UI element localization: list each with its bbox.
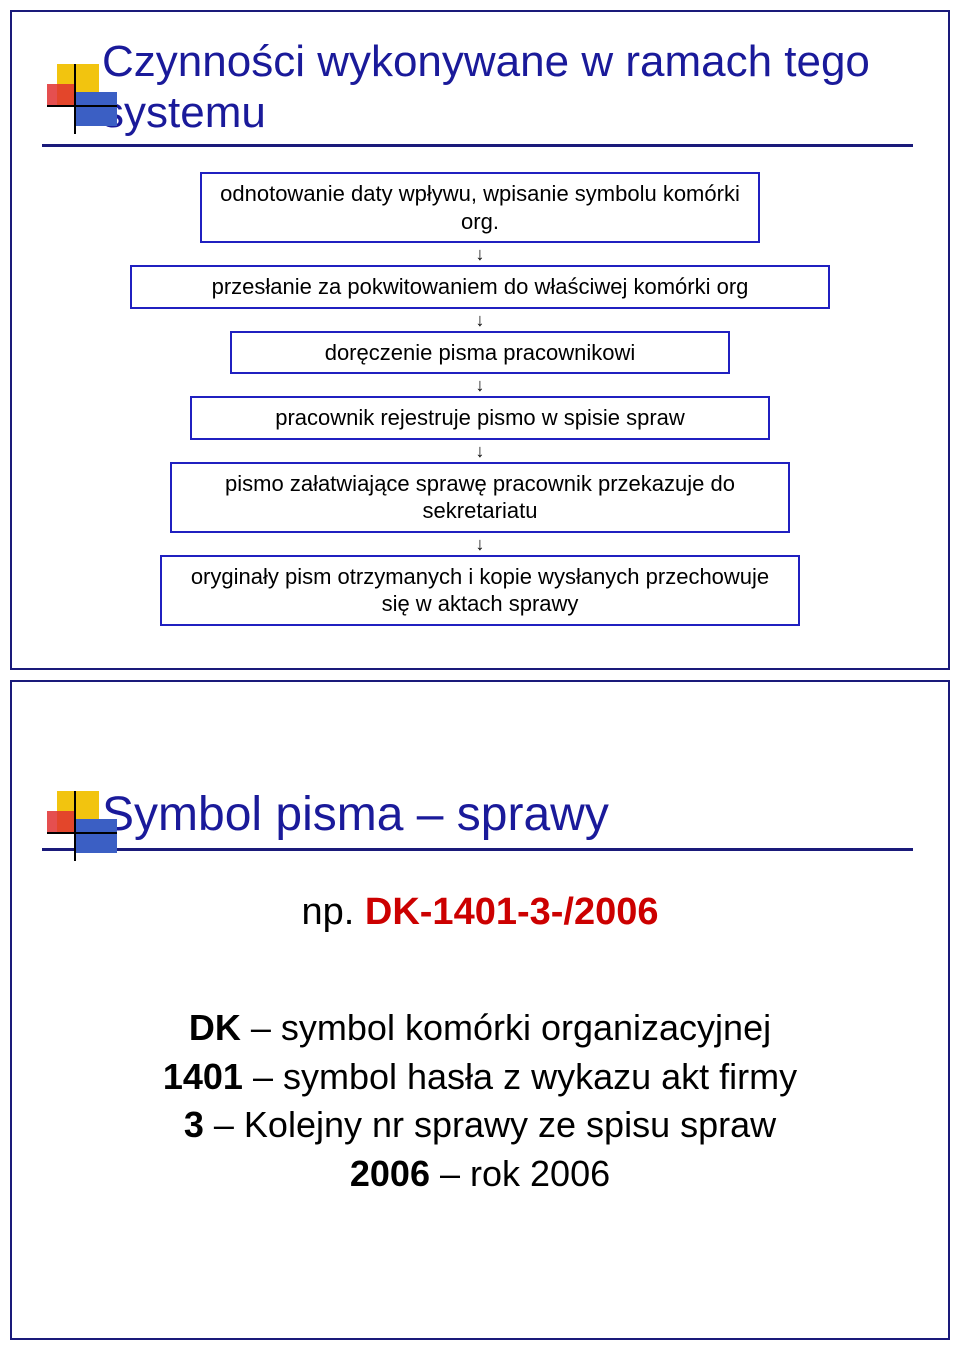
flow-arrow: ↓ <box>476 245 485 263</box>
def-rest: – rok 2006 <box>430 1153 610 1194</box>
slide-1-title: Czynności wykonywane w ramach tego syste… <box>42 37 913 147</box>
title-bullet-icon <box>47 791 117 861</box>
definitions: DK – symbol komórki organizacyjnej 1401 … <box>47 1004 913 1198</box>
flow-arrow: ↓ <box>476 311 485 329</box>
def-bold: DK <box>189 1007 241 1048</box>
slide-2-title: Symbol pisma – sprawy <box>42 787 913 851</box>
example-prefix: np. <box>302 891 365 933</box>
slide-1: Czynności wykonywane w ramach tego syste… <box>10 10 950 670</box>
title-bullet-icon <box>47 64 117 134</box>
def-rest: – Kolejny nr sprawy ze spisu spraw <box>204 1104 776 1145</box>
example-line: np. DK-1401-3-/2006 <box>47 891 913 934</box>
flow-box-3: pracownik rejestruje pismo w spisie spra… <box>190 396 770 440</box>
def-row: 1401 – symbol hasła z wykazu akt firmy <box>47 1053 913 1102</box>
example-code: DK-1401-3-/2006 <box>365 891 659 933</box>
flow-arrow: ↓ <box>476 376 485 394</box>
def-rest: – symbol komórki organizacyjnej <box>241 1007 771 1048</box>
flowchart: odnotowanie daty wpływu, wpisanie symbol… <box>47 172 913 626</box>
flow-arrow: ↓ <box>476 442 485 460</box>
def-rest: – symbol hasła z wykazu akt firmy <box>243 1056 797 1097</box>
flow-box-5: oryginały pism otrzymanych i kopie wysła… <box>160 555 800 626</box>
slide-2-title-block: Symbol pisma – sprawy <box>47 787 913 851</box>
flow-arrow: ↓ <box>476 535 485 553</box>
def-row: 2006 – rok 2006 <box>47 1150 913 1199</box>
slide-1-title-block: Czynności wykonywane w ramach tego syste… <box>47 37 913 147</box>
flow-box-0: odnotowanie daty wpływu, wpisanie symbol… <box>200 172 760 243</box>
flow-box-2: doręczenie pisma pracownikowi <box>230 331 730 375</box>
def-row: 3 – Kolejny nr sprawy ze spisu spraw <box>47 1101 913 1150</box>
def-bold: 3 <box>184 1104 204 1145</box>
slide-2: Symbol pisma – sprawy np. DK-1401-3-/200… <box>10 680 950 1340</box>
flow-box-1: przesłanie za pokwitowaniem do właściwej… <box>130 265 830 309</box>
def-row: DK – symbol komórki organizacyjnej <box>47 1004 913 1053</box>
flow-box-4: pismo załatwiające sprawę pracownik prze… <box>170 462 790 533</box>
def-bold: 1401 <box>163 1056 243 1097</box>
def-bold: 2006 <box>350 1153 430 1194</box>
